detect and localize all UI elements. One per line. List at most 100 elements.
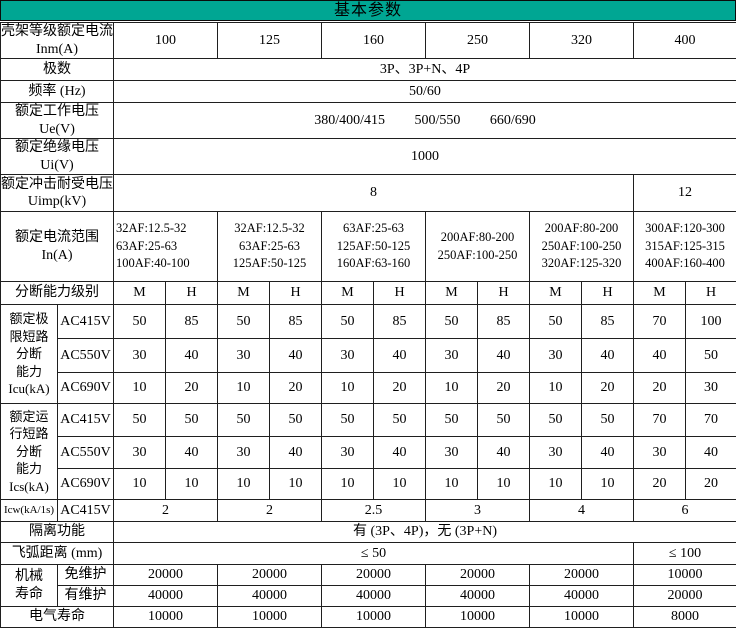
icu-cell: 30 <box>218 339 270 373</box>
icu-cell: 40 <box>478 339 530 373</box>
ics-cell: 10 <box>426 469 478 500</box>
icu-cell: 20 <box>478 373 530 404</box>
ics-cell: 10 <box>478 469 530 500</box>
icw-cell: 2 <box>114 500 218 522</box>
icu-cell: 100 <box>686 305 736 339</box>
row-in-range: 额定电流范围 In(A) 32AF:12.5-32 63AF:25-63 100… <box>1 212 736 282</box>
ics-cell: 50 <box>166 404 218 437</box>
ics-sub-label: AC690V <box>58 469 114 500</box>
ics-cell: 30 <box>634 437 686 469</box>
ics-cell: 10 <box>114 469 166 500</box>
ics-cell: 40 <box>270 437 322 469</box>
icu-block-label: 额定极 限短路 分断 能力 Icu(kA) <box>1 305 58 404</box>
breaking-class-cell: M <box>530 282 582 305</box>
row-frame-current: 壳架等级额定电流 Inm(A) 100 125 160 250 320 400 <box>1 23 736 59</box>
mech-life-cell: 40000 <box>218 586 322 607</box>
table-title: 基本参数 <box>0 0 736 21</box>
in-range-cell: 63AF:25-63 125AF:50-125 160AF:63-160 <box>322 212 426 282</box>
breaking-class-cell: H <box>582 282 634 305</box>
elec-life-cell: 10000 <box>114 607 218 628</box>
breaking-class-cell: H <box>478 282 530 305</box>
icu-cell: 20 <box>634 373 686 404</box>
frame-current-cell: 250 <box>426 23 530 59</box>
mech-life-block-label: 机械 寿命 <box>1 565 58 607</box>
ics-cell: 30 <box>530 437 582 469</box>
breaking-class-cell: H <box>166 282 218 305</box>
row-icu-ac690v: AC690V 10 20 10 20 10 20 10 20 10 20 20 … <box>1 373 736 404</box>
ue-value-part: 380/400/415 <box>314 112 385 130</box>
row-ics-ac550v: AC550V 30 40 30 40 30 40 30 40 30 40 30 … <box>1 437 736 469</box>
icu-cell: 50 <box>218 305 270 339</box>
elec-life-cell: 10000 <box>530 607 634 628</box>
ics-cell: 40 <box>166 437 218 469</box>
row-mech-life-maintfree: 机械 寿命 免维护 20000 20000 20000 20000 20000 … <box>1 565 736 586</box>
ue-value-part: 660/690 <box>490 112 536 130</box>
breaking-class-cell: M <box>426 282 478 305</box>
icu-sub-label: AC690V <box>58 373 114 404</box>
icu-cell: 50 <box>686 339 736 373</box>
row-breaking-class: 分断能力级别 M H M H M H M H M H M H <box>1 282 736 305</box>
row-ue-label: 额定工作电压 Ue(V) <box>1 103 114 139</box>
icu-cell: 50 <box>530 305 582 339</box>
icu-cell: 10 <box>218 373 270 404</box>
breaking-class-cell: H <box>686 282 736 305</box>
elec-life-cell: 10000 <box>322 607 426 628</box>
ics-sub-label: AC550V <box>58 437 114 469</box>
ics-cell: 50 <box>478 404 530 437</box>
frame-current-cell: 320 <box>530 23 634 59</box>
ics-cell: 10 <box>582 469 634 500</box>
ics-cell: 40 <box>686 437 736 469</box>
row-icw-label: Icw(kA/1s) <box>1 500 58 522</box>
elec-life-cell: 10000 <box>218 607 322 628</box>
ics-cell: 30 <box>426 437 478 469</box>
row-ui: 额定绝缘电压 Ui(V) 1000 <box>1 139 736 175</box>
uimp-value-main: 8 <box>114 175 634 212</box>
ics-cell: 40 <box>374 437 426 469</box>
ics-cell: 20 <box>634 469 686 500</box>
ue-value-part: 500/550 <box>415 112 461 130</box>
ics-cell: 40 <box>582 437 634 469</box>
row-isolation: 隔离功能 有 (3P、4P)，无 (3P+N) <box>1 522 736 543</box>
row-frequency: 频率 (Hz) 50/60 <box>1 81 736 103</box>
icu-cell: 40 <box>582 339 634 373</box>
icu-cell: 50 <box>322 305 374 339</box>
mech-life-sub-label: 有维护 <box>58 586 114 607</box>
mech-life-cell: 40000 <box>530 586 634 607</box>
icu-cell: 50 <box>114 305 166 339</box>
breaking-class-cell: M <box>322 282 374 305</box>
row-arc-distance: 飞弧距离 (mm) ≤ 50 ≤ 100 <box>1 543 736 565</box>
icu-cell: 70 <box>634 305 686 339</box>
uimp-value-last: 12 <box>634 175 736 212</box>
icu-cell: 40 <box>166 339 218 373</box>
row-icw: Icw(kA/1s) AC415V 2 2 2.5 3 4 6 <box>1 500 736 522</box>
row-icu-ac415v: 额定极 限短路 分断 能力 Icu(kA) AC415V 50 85 50 85… <box>1 305 736 339</box>
icu-cell: 30 <box>530 339 582 373</box>
row-poles-label: 极数 <box>1 59 114 81</box>
elec-life-cell: 10000 <box>426 607 530 628</box>
icu-sub-label: AC550V <box>58 339 114 373</box>
frequency-value: 50/60 <box>114 81 736 103</box>
icu-cell: 20 <box>166 373 218 404</box>
in-range-cell: 200AF:80-200 250AF:100-250 <box>426 212 530 282</box>
in-range-cell: 32AF:12.5-32 63AF:25-63 100AF:40-100 <box>114 212 218 282</box>
mech-life-cell: 20000 <box>426 565 530 586</box>
ics-cell: 50 <box>582 404 634 437</box>
icu-cell: 30 <box>426 339 478 373</box>
icu-cell: 85 <box>582 305 634 339</box>
frame-current-cell: 125 <box>218 23 322 59</box>
ics-cell: 10 <box>322 469 374 500</box>
icw-cell: 6 <box>634 500 736 522</box>
icu-cell: 30 <box>114 339 166 373</box>
icu-cell: 30 <box>686 373 736 404</box>
row-in-range-label: 额定电流范围 In(A) <box>1 212 114 282</box>
row-uimp-label: 额定冲击耐受电压 Uimp(kV) <box>1 175 114 212</box>
mech-life-cell: 10000 <box>634 565 736 586</box>
poles-value: 3P、3P+N、4P <box>114 59 736 81</box>
icu-cell: 10 <box>530 373 582 404</box>
icu-cell: 50 <box>426 305 478 339</box>
in-range-cell: 200AF:80-200 250AF:100-250 320AF:125-320 <box>530 212 634 282</box>
arc-distance-main: ≤ 50 <box>114 543 634 565</box>
ics-cell: 50 <box>426 404 478 437</box>
icu-cell: 10 <box>426 373 478 404</box>
mech-life-sub-label: 免维护 <box>58 565 114 586</box>
